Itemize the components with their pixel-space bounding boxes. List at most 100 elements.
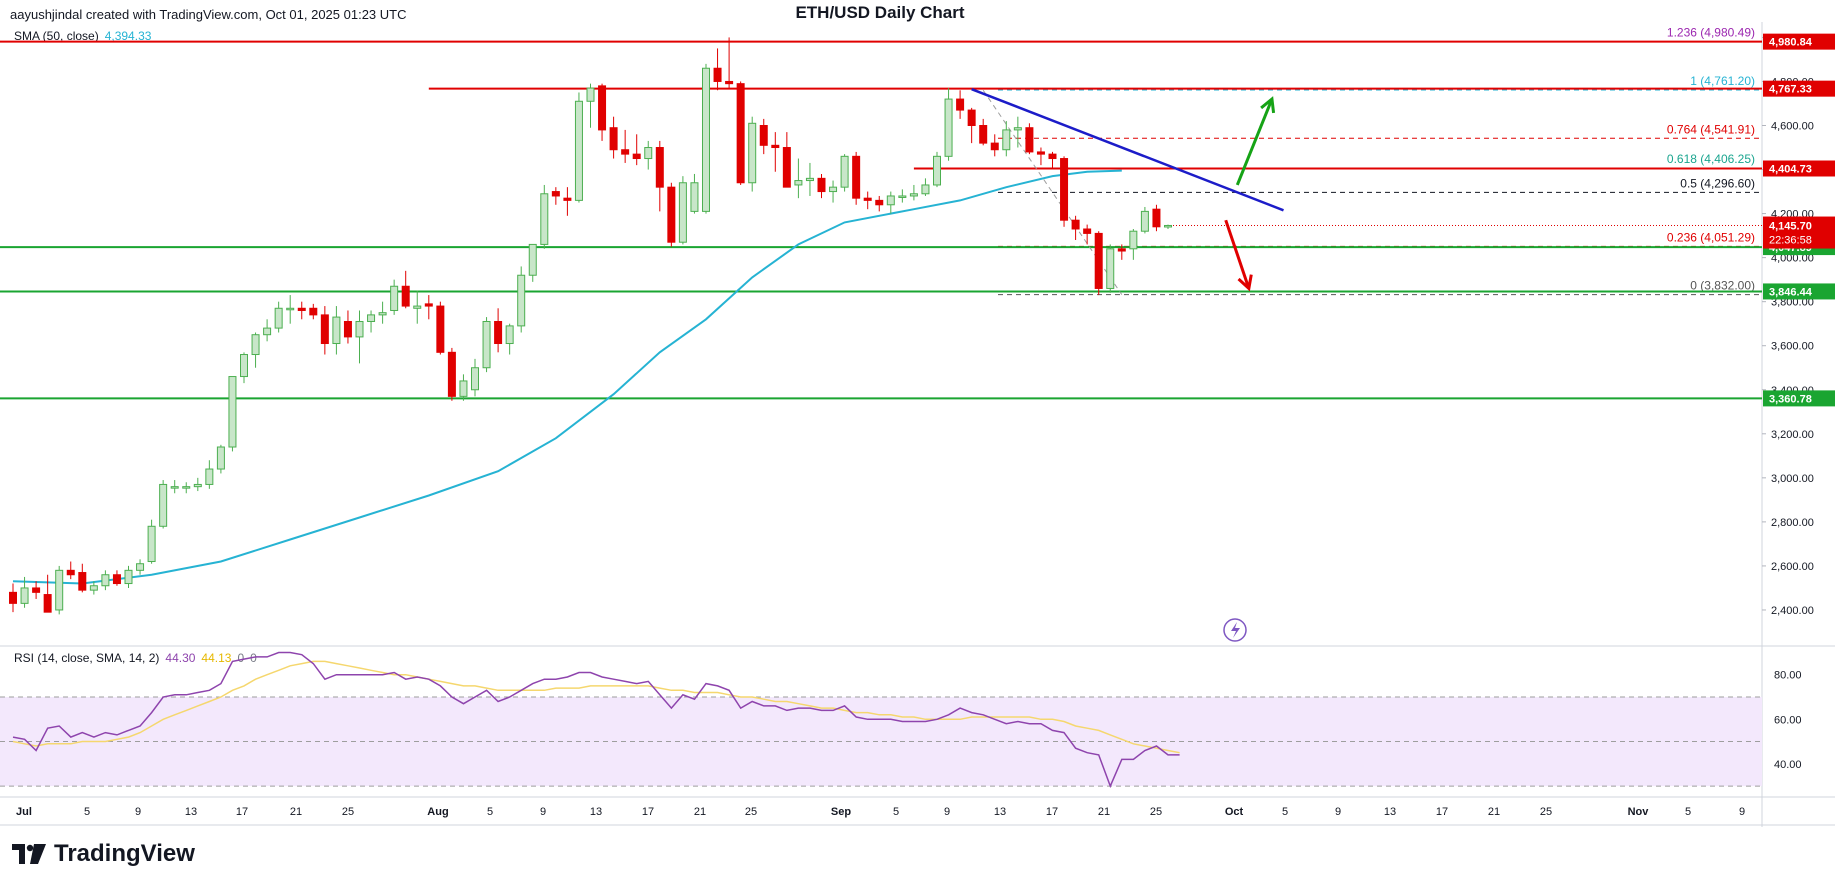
candle xyxy=(875,195,884,212)
candle-body xyxy=(1048,153,1057,160)
x-tick-label: 13 xyxy=(1384,806,1396,818)
candle-body xyxy=(390,285,399,311)
candle xyxy=(1164,224,1172,229)
candle-body xyxy=(424,303,433,307)
candle xyxy=(136,559,145,575)
x-tick-label: 9 xyxy=(944,806,950,818)
candle-body xyxy=(78,572,87,591)
candle xyxy=(782,132,791,188)
candle xyxy=(413,290,422,324)
candle xyxy=(367,310,376,333)
countdown-label: 22:36:58 xyxy=(1769,235,1812,247)
up-arrow-shaft xyxy=(1235,98,1274,186)
candle-body xyxy=(748,122,757,184)
candle-body xyxy=(216,446,225,470)
candle-body xyxy=(702,67,710,212)
candle xyxy=(1129,229,1138,260)
candle-body xyxy=(794,180,803,186)
candle xyxy=(967,107,976,144)
candle xyxy=(401,270,410,309)
candle xyxy=(1048,151,1057,170)
candle xyxy=(32,581,41,599)
candle xyxy=(1140,206,1149,234)
candle xyxy=(205,460,214,489)
candle xyxy=(390,279,399,315)
candle-body xyxy=(817,177,826,193)
x-tick-label: Aug xyxy=(427,806,448,818)
candle xyxy=(78,563,87,593)
candle xyxy=(286,295,295,324)
candle xyxy=(725,37,734,89)
candle-body xyxy=(1094,232,1103,289)
down-arrow-shaft xyxy=(1224,219,1251,289)
candle xyxy=(494,308,503,353)
y-tick-label: 3,000.00 xyxy=(1771,473,1814,485)
y-tick-label: 2,400.00 xyxy=(1771,605,1814,617)
candle xyxy=(609,116,618,159)
candle xyxy=(1117,244,1126,260)
current-price-label: 4,145.70 xyxy=(1769,221,1812,233)
candle-body xyxy=(609,127,618,151)
candle-body xyxy=(228,376,237,448)
candle-body xyxy=(101,574,110,587)
candle xyxy=(1002,121,1011,157)
x-tick-label: 21 xyxy=(1098,806,1110,818)
candle-body xyxy=(436,305,445,353)
candle xyxy=(124,565,133,588)
fib-level-label: 1.236 (4,980.49) xyxy=(1667,26,1755,40)
candle-body xyxy=(136,563,145,571)
candle xyxy=(563,187,572,216)
candle xyxy=(332,306,341,355)
candle xyxy=(274,301,283,333)
candle-body xyxy=(655,147,664,188)
candle-body xyxy=(55,569,64,611)
fib-level-label: 0 (3,832.00) xyxy=(1690,279,1755,293)
candle xyxy=(598,83,607,141)
x-tick-label: 9 xyxy=(135,806,141,818)
candle xyxy=(621,129,630,163)
x-tick-label: 17 xyxy=(642,806,654,818)
candle-body xyxy=(782,147,791,188)
candle xyxy=(1060,156,1069,227)
candle-body xyxy=(1071,219,1080,230)
candle-body xyxy=(829,186,838,193)
candle xyxy=(644,140,653,170)
candle xyxy=(459,374,468,401)
rsi-y-tick-label: 60.00 xyxy=(1774,714,1802,726)
candle xyxy=(748,116,757,192)
candle-body xyxy=(1002,129,1011,151)
candle xyxy=(240,352,248,384)
y-tick-label: 3,200.00 xyxy=(1771,429,1814,441)
candle xyxy=(424,295,433,320)
fib-level-label: 0.764 (4,541.91) xyxy=(1667,122,1755,136)
candle xyxy=(1071,215,1080,241)
candle-body xyxy=(332,316,341,345)
x-tick-label: 13 xyxy=(185,806,197,818)
candle xyxy=(378,301,387,324)
candle xyxy=(55,565,64,615)
candle-body xyxy=(367,314,376,322)
candle-body xyxy=(20,587,29,604)
candle xyxy=(505,323,514,355)
current-price-tag xyxy=(1763,216,1835,249)
candle xyxy=(471,358,479,397)
candle xyxy=(66,561,75,580)
rsi-line xyxy=(12,651,1180,789)
lightning-icon xyxy=(1223,618,1247,642)
candle xyxy=(517,266,526,333)
candle xyxy=(309,303,318,320)
candle-body xyxy=(713,67,722,82)
candle-body xyxy=(540,193,549,245)
sma-legend[interactable]: SMA (50, close) 4,394.33 xyxy=(14,29,151,43)
candle-body xyxy=(297,307,306,311)
x-tick-label: 17 xyxy=(1046,806,1058,818)
candle-body xyxy=(759,125,768,146)
level-price-tag xyxy=(1763,33,1835,50)
rsi-legend-extra1: 0 xyxy=(237,651,245,665)
candle-body xyxy=(494,320,503,345)
chart-title: ETH/USD Daily Chart xyxy=(795,3,965,22)
x-tick-label: 9 xyxy=(1739,806,1745,818)
candle xyxy=(736,81,745,185)
candle-body xyxy=(459,380,468,397)
